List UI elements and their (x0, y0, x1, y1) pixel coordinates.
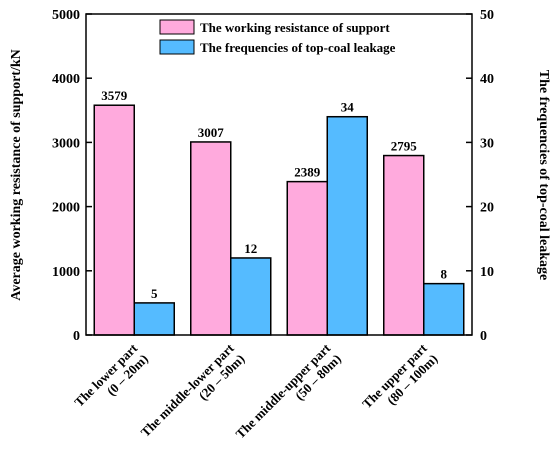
category-axis: The lower part(0 – 20m)The middle-lower … (71, 329, 441, 452)
legend-label-resistance: The working resistance of support (200, 20, 390, 35)
category-label-0: The lower part(0 – 20m) (71, 340, 151, 420)
right-axis-title: The frequencies of top-coal leakage (536, 70, 550, 281)
data-label-frequency-0: 5 (151, 286, 158, 301)
legend-label-frequency: The frequencies of top-coal leakage (200, 40, 396, 55)
data-label-resistance-3: 2795 (391, 139, 418, 154)
data-label-resistance-2: 2389 (294, 165, 321, 180)
left-tick-label: 2000 (52, 201, 80, 216)
left-tick-label: 1000 (52, 265, 80, 280)
right-tick-label: 20 (480, 201, 494, 216)
right-axis: 0 10 20 30 40 50 (466, 8, 494, 344)
bar-resistance-2 (286, 180, 328, 336)
category-label-2: The middle-upper part(50 – 80m) (233, 340, 345, 452)
category-label-3: The upper part(80 – 100m) (359, 340, 441, 422)
right-tick-label: 10 (480, 265, 494, 280)
left-tick-label: 4000 (52, 72, 80, 87)
right-tick-label: 50 (480, 8, 494, 23)
data-label-frequency-1: 12 (244, 241, 257, 256)
plot-area-frame (85, 13, 473, 336)
left-axis: 0 1000 2000 3000 4000 5000 (52, 8, 92, 344)
right-tick-label: 30 (480, 136, 494, 151)
data-label-resistance-0: 3579 (101, 88, 128, 103)
left-tick-label: 5000 (52, 8, 80, 23)
data-label-frequency-2: 34 (341, 100, 355, 115)
legend: The working resistance of support The fr… (159, 19, 396, 55)
left-tick-label: 0 (73, 329, 80, 344)
bar-resistance-1 (190, 141, 232, 336)
bar-frequency-1 (230, 257, 272, 336)
bar-frequency-3 (423, 282, 465, 336)
right-tick-label: 40 (480, 72, 494, 87)
right-tick-label: 0 (480, 329, 487, 344)
data-label-resistance-1: 3007 (198, 125, 225, 140)
value-labels-layer: 3579 3007 2389 2795 5 12 34 8 (101, 88, 447, 301)
legend-swatch-resistance (159, 19, 195, 35)
bar-frequency-0 (133, 302, 175, 336)
bar-resistance-0 (93, 104, 135, 336)
legend-swatch-frequency (159, 39, 195, 55)
category-label-1: The middle-lower part(20 – 50m) (138, 340, 248, 450)
left-axis-title: Average working resistance of support/kN (9, 49, 24, 300)
bar-frequency-2 (326, 115, 368, 336)
bar-resistance-3 (383, 154, 425, 336)
left-tick-label: 3000 (52, 136, 80, 151)
data-label-frequency-3: 8 (441, 267, 448, 282)
bars-layer (93, 104, 465, 336)
